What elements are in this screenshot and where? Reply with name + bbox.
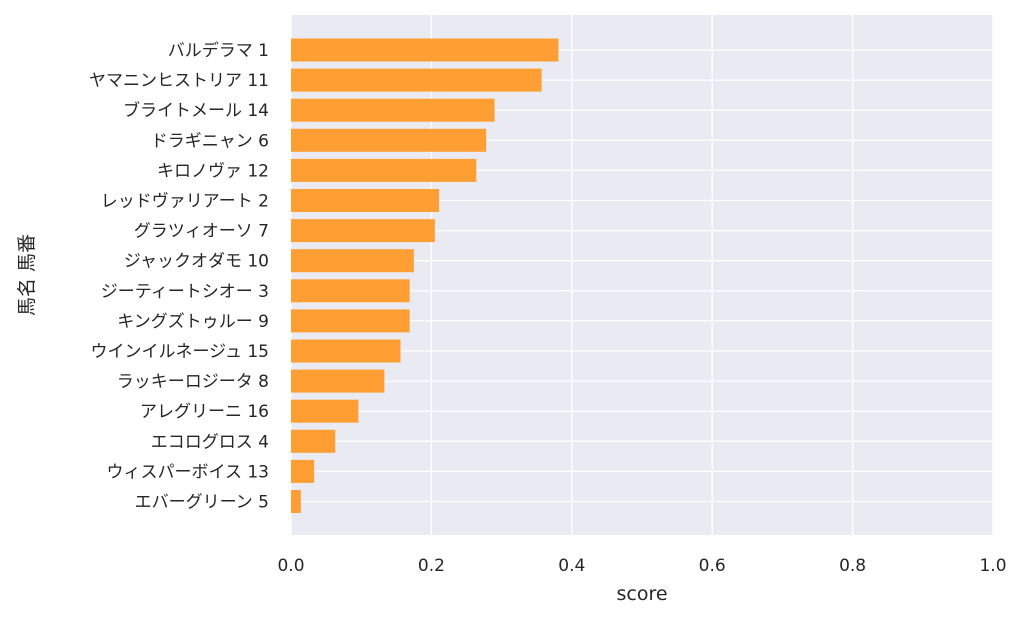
x-tick-label: 1.0 <box>979 556 1006 576</box>
bar <box>291 429 336 453</box>
x-tick-label: 0.6 <box>699 556 726 576</box>
bar <box>291 369 385 393</box>
category-label: ヤマニンヒストリア 11 <box>89 71 269 91</box>
category-label: アレグリーニ 16 <box>140 402 269 422</box>
x-tick-label: 0.8 <box>839 556 866 576</box>
x-tick-label: 0.0 <box>277 556 304 576</box>
x-axis-title: score <box>616 583 667 605</box>
category-label: ウインイルネージュ 15 <box>90 342 269 362</box>
bar <box>291 399 359 423</box>
bar <box>291 189 440 212</box>
category-label: ジーティートシオー 3 <box>101 282 269 302</box>
x-tick-labels: 0.0 0.2 0.4 0.6 0.8 1.0 <box>277 556 1006 576</box>
category-label: ジャックオダモ 10 <box>124 252 269 272</box>
bar <box>291 490 301 513</box>
bar <box>291 339 401 363</box>
bar <box>291 279 410 303</box>
plot-area <box>291 15 993 535</box>
bar <box>291 68 542 92</box>
category-label: エバーグリーン 5 <box>135 493 269 513</box>
bar <box>291 459 315 483</box>
bar <box>291 249 414 273</box>
category-label: グラツィオーソ 7 <box>134 222 269 242</box>
bar <box>291 158 477 182</box>
category-label: ドラギニャン 6 <box>151 131 269 151</box>
bar <box>291 38 559 62</box>
category-label: ウィスパーボイス 13 <box>106 462 269 482</box>
bar <box>291 309 410 333</box>
category-label: バルデラマ 1 <box>168 40 269 61</box>
bars <box>291 38 559 513</box>
x-tick-label: 0.2 <box>418 556 445 576</box>
y-axis-title: 馬名 馬番 <box>16 234 38 316</box>
bar <box>291 98 495 122</box>
category-label: キロノヴァ 12 <box>157 161 269 181</box>
category-labels: バルデラマ 1 ヤマニンヒストリア 11 ブライトメール 14 ドラギニャン 6 キロノ… <box>89 40 269 513</box>
category-label: エコログロス 4 <box>151 432 269 452</box>
category-label: ラッキーロジータ 8 <box>117 372 269 392</box>
category-label: ブライトメール 14 <box>123 100 269 121</box>
x-tick-label: 0.4 <box>558 556 585 576</box>
bar <box>291 219 435 243</box>
category-label: レッドヴァリアート 2 <box>101 192 269 212</box>
category-label: キングズトゥルー 9 <box>117 312 269 332</box>
bar <box>291 128 487 152</box>
